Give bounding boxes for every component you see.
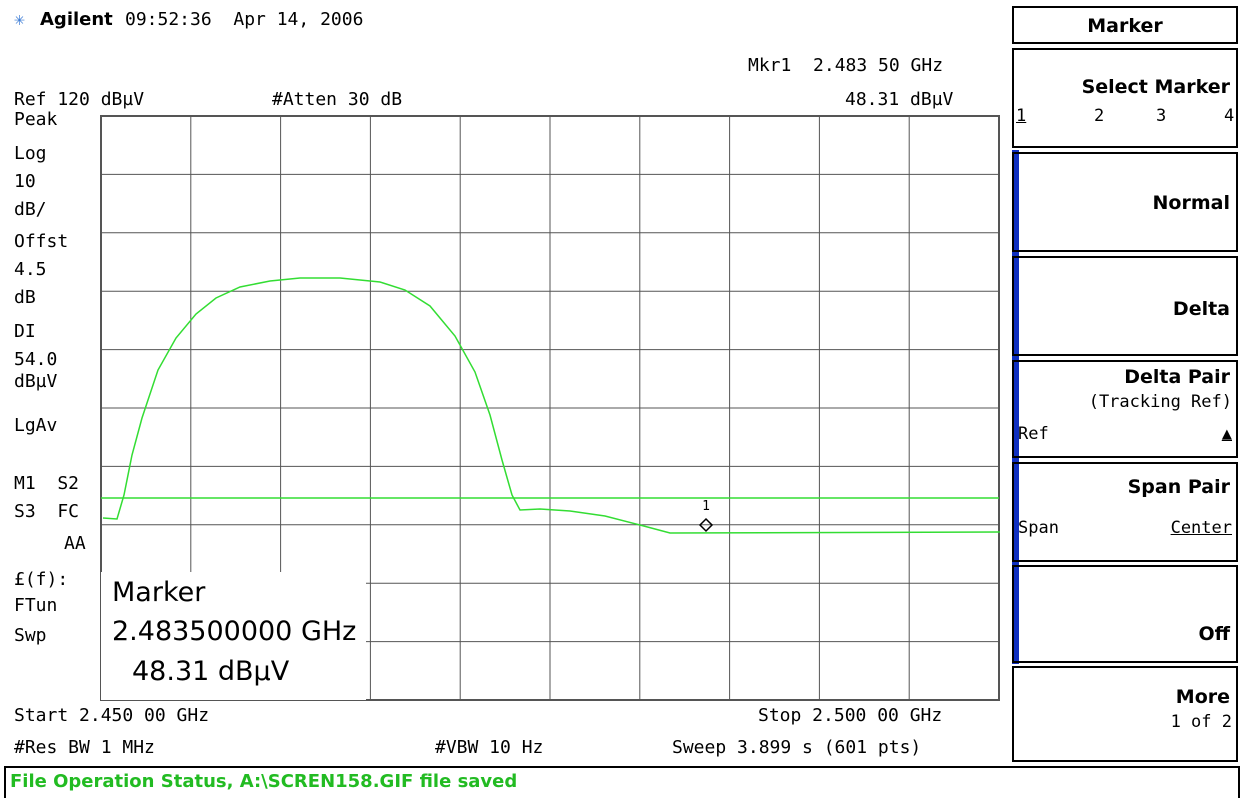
option: 4 [1224, 106, 1235, 126]
vbw: #VBW 10 Hz [435, 737, 544, 758]
softkey-left: Ref [1018, 424, 1049, 444]
option: 1 [1016, 106, 1027, 126]
softkey-sub: (Tracking Ref) [1088, 392, 1232, 412]
softkey-sub: 1 of 2 [1170, 712, 1232, 732]
option: 3 [1156, 106, 1167, 126]
left-label: DI [14, 321, 36, 342]
left-label: Offst [14, 231, 69, 252]
start-freq: Start 2.450 00 GHz [14, 705, 210, 726]
left-label: 10 [14, 171, 36, 192]
softkey-left: Span [1018, 518, 1059, 538]
marker-box-title: Marker [112, 577, 206, 608]
softkey-label: Select Marker [1081, 76, 1230, 98]
softkey-title: Marker [1012, 6, 1238, 44]
left-label: S3 FC [14, 501, 80, 522]
marker-box-amplitude: 48.31 dBµV [132, 656, 290, 687]
left-label: FTun [14, 595, 58, 616]
left-label: dBµV [14, 371, 58, 392]
left-label: dB/ [14, 199, 47, 220]
left-label: M1 S2 [14, 473, 80, 494]
sweep: Sweep 3.899 s (601 pts) [672, 737, 922, 758]
marker-amplitude: 48.31 dBµV [845, 89, 954, 110]
left-label: 54.0 [14, 349, 58, 370]
selection-bar [1012, 150, 1019, 664]
softkey-right: Center [1170, 518, 1232, 538]
softkey-more[interactable]: More 1 of 2 [1012, 666, 1238, 762]
attenuation: #Atten 30 dB [272, 89, 403, 110]
softkey-label: More [1175, 686, 1230, 708]
softkey-label: Delta [1172, 298, 1230, 320]
softkey-title-text: Marker [1087, 15, 1163, 37]
res-bw: #Res BW 1 MHz [14, 737, 155, 758]
softkey-label: Off [1198, 623, 1230, 645]
ref-level: Ref 120 dBµV [14, 89, 145, 110]
marker-diamond [698, 517, 714, 533]
softkey-label: Normal [1152, 192, 1230, 214]
softkey-off[interactable]: Off [1012, 565, 1238, 663]
option: 2 [1094, 106, 1105, 126]
left-label: £(f): [14, 569, 69, 590]
datetime: 09:52:36 Apr 14, 2006 [125, 9, 364, 30]
softkey-span-pair[interactable]: Span Pair Span Center [1012, 462, 1238, 562]
left-label: Swp [14, 625, 47, 646]
softkey-delta-pair[interactable]: Delta Pair (Tracking Ref) Ref ▲ [1012, 360, 1238, 458]
left-label: AA [64, 533, 86, 554]
left-label: LgAv [14, 415, 58, 436]
marker-readout: Mkr1 2.483 50 GHz [748, 55, 944, 76]
softkey-delta[interactable]: Delta [1012, 256, 1238, 356]
left-label: Log [14, 143, 47, 164]
status-bar: File Operation Status, A:\SCREN158.GIF f… [4, 766, 1240, 798]
left-label: dB [14, 287, 36, 308]
marker-box-frequency: 2.483500000 GHz [112, 616, 357, 647]
left-label: 4.5 [14, 259, 47, 280]
softkey-normal[interactable]: Normal [1012, 152, 1238, 252]
softkey-select-marker[interactable]: Select Marker 1 2 3 4 [1012, 48, 1238, 148]
left-label: Peak [14, 109, 58, 130]
softkey-label: Delta Pair [1124, 366, 1230, 388]
softkey-label: Span Pair [1127, 476, 1230, 498]
stop-freq: Stop 2.500 00 GHz [758, 705, 943, 726]
softkey-right: ▲ [1221, 424, 1232, 444]
brand: Agilent [40, 9, 113, 30]
marker-box [101, 572, 366, 700]
status-text: File Operation Status, A:\SCREN158.GIF f… [10, 771, 518, 792]
marker-label: 1 [702, 499, 710, 514]
trace [102, 277, 1001, 534]
logo: ✳ [14, 9, 25, 30]
